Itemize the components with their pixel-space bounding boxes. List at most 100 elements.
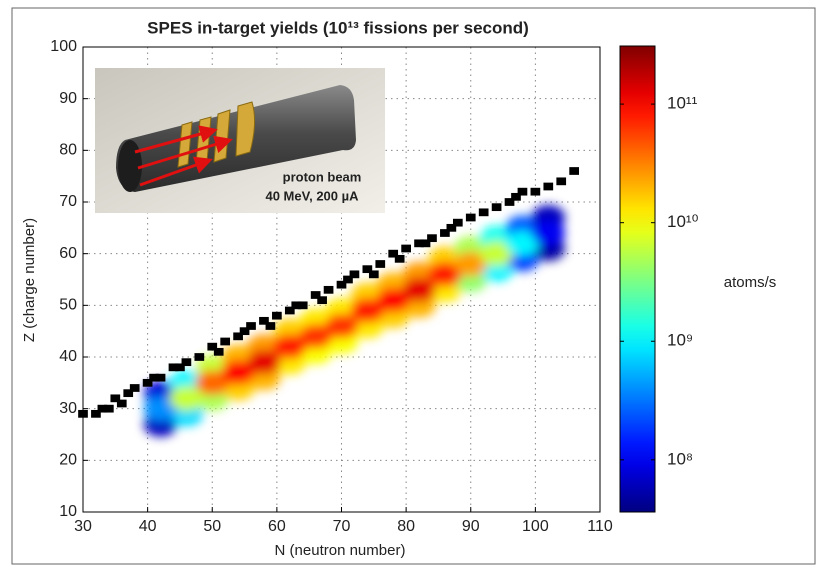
stable-nuclide xyxy=(530,187,541,196)
stable-nuclide xyxy=(491,203,502,212)
stable-nuclide xyxy=(336,280,347,289)
stable-nuclide xyxy=(317,296,327,305)
yield-cell xyxy=(221,360,255,385)
stable-nuclide xyxy=(368,270,379,279)
y-tick-label: 70 xyxy=(59,193,77,210)
stable-nuclide xyxy=(123,389,134,398)
y-tick-label: 30 xyxy=(59,400,77,417)
stable-nuclide xyxy=(452,218,463,227)
yield-cell xyxy=(298,323,333,349)
annotation: proton beam xyxy=(283,169,362,184)
stable-nuclide xyxy=(478,208,489,217)
stable-nuclide xyxy=(388,249,399,258)
beam-arrow xyxy=(139,156,213,187)
chart-title: SPES in-target yields (10¹³ fissions per… xyxy=(147,18,529,37)
x-tick-label: 50 xyxy=(203,518,221,535)
yield-cell xyxy=(376,287,411,313)
stable-nuclide xyxy=(213,347,224,356)
yield-cell xyxy=(505,230,540,256)
stable-nuclide xyxy=(284,306,295,315)
yield-band xyxy=(143,205,566,437)
stable-nuclide xyxy=(440,229,450,237)
cylinder-opening xyxy=(118,140,142,192)
stable-nuclide xyxy=(511,192,521,201)
colorbar-tick-label: 10⁹ xyxy=(667,331,693,350)
y-tick-label: 60 xyxy=(59,245,77,262)
stable-nuclide xyxy=(175,363,185,372)
stable-nuclide xyxy=(543,182,554,191)
stable-nuclide xyxy=(272,311,282,320)
stable-nuclide xyxy=(504,198,515,206)
x-tick-label: 40 xyxy=(139,518,157,535)
y-tick-label: 50 xyxy=(59,297,77,314)
colorbar-tick-label: 10⁸ xyxy=(667,449,693,468)
stable-nuclide xyxy=(556,177,567,186)
y-tick-label: 10 xyxy=(59,503,77,520)
x-tick-label: 60 xyxy=(268,518,286,535)
stable-nuclide xyxy=(129,384,140,392)
stable-nuclide xyxy=(149,373,159,382)
stable-nuclide xyxy=(427,234,437,243)
x-axis-label: N (neutron number) xyxy=(275,542,406,559)
stable-nuclide xyxy=(297,301,308,310)
stable-nuclide xyxy=(343,275,353,284)
stable-nuclide xyxy=(394,254,405,263)
stable-nuclide xyxy=(239,327,250,336)
stable-nuclide xyxy=(110,394,121,403)
stable-nuclide xyxy=(142,378,153,387)
yield-cell xyxy=(350,298,385,323)
x-tick-label: 80 xyxy=(397,518,415,535)
stable-nuclide xyxy=(116,399,127,408)
stable-nuclide xyxy=(446,223,457,232)
yield-cell xyxy=(247,349,281,375)
stable-nuclide xyxy=(181,358,192,367)
yield-cell xyxy=(453,251,488,277)
colorbar-tick-label: 10¹¹ xyxy=(667,94,698,113)
x-tick-label: 30 xyxy=(74,518,92,535)
x-tick-label: 100 xyxy=(522,518,549,535)
beam-arrow xyxy=(134,125,218,154)
y-tick-label: 100 xyxy=(50,38,77,55)
stable-nuclide xyxy=(259,316,269,325)
y-tick-label: 40 xyxy=(59,348,77,365)
stable-nuclide xyxy=(97,404,108,413)
colorbar xyxy=(619,45,656,513)
beam-arrow xyxy=(137,135,233,170)
colorbar-tick-label: 10¹⁰ xyxy=(667,212,699,231)
yield-cell xyxy=(428,261,462,287)
y-tick-label: 20 xyxy=(59,452,77,469)
stable-nuclide xyxy=(362,265,373,274)
stable-nuclide xyxy=(207,342,218,351)
stable-nuclide xyxy=(349,270,360,279)
stable-nuclide xyxy=(420,239,431,248)
yield-cell xyxy=(402,277,436,303)
stable-nuclide xyxy=(323,285,334,294)
stable-nuclide xyxy=(91,409,101,418)
yield-cell xyxy=(479,241,514,267)
y-tick-label: 80 xyxy=(59,142,77,159)
y-tick-label: 90 xyxy=(59,90,77,107)
x-tick-label: 90 xyxy=(462,518,480,535)
stable-nuclide xyxy=(104,404,114,413)
colorbar-label: atoms/s xyxy=(724,274,777,291)
stable-nuclide xyxy=(569,167,579,175)
stable-nuclide xyxy=(401,244,411,253)
stable-nuclide xyxy=(375,260,386,268)
yield-cell xyxy=(272,334,307,360)
yield-cell xyxy=(169,385,204,411)
stable-nuclide xyxy=(265,322,276,330)
yield-cell xyxy=(324,313,359,339)
yield-cell xyxy=(143,396,178,422)
stable-nuclide xyxy=(291,301,302,310)
stable-nuclide xyxy=(194,353,205,361)
annotation: 40 MeV, 200 µA xyxy=(265,188,359,203)
stable-nuclide xyxy=(220,337,231,346)
target-inset: proton beam 40 MeV, 200 µA xyxy=(95,68,385,213)
stable-nuclide xyxy=(517,187,528,196)
stable-nuclide xyxy=(310,291,321,299)
x-tick-label: 110 xyxy=(587,518,613,535)
yield-cell xyxy=(531,220,566,246)
stable-nuclide xyxy=(168,363,179,372)
stable-nuclide xyxy=(233,332,243,341)
